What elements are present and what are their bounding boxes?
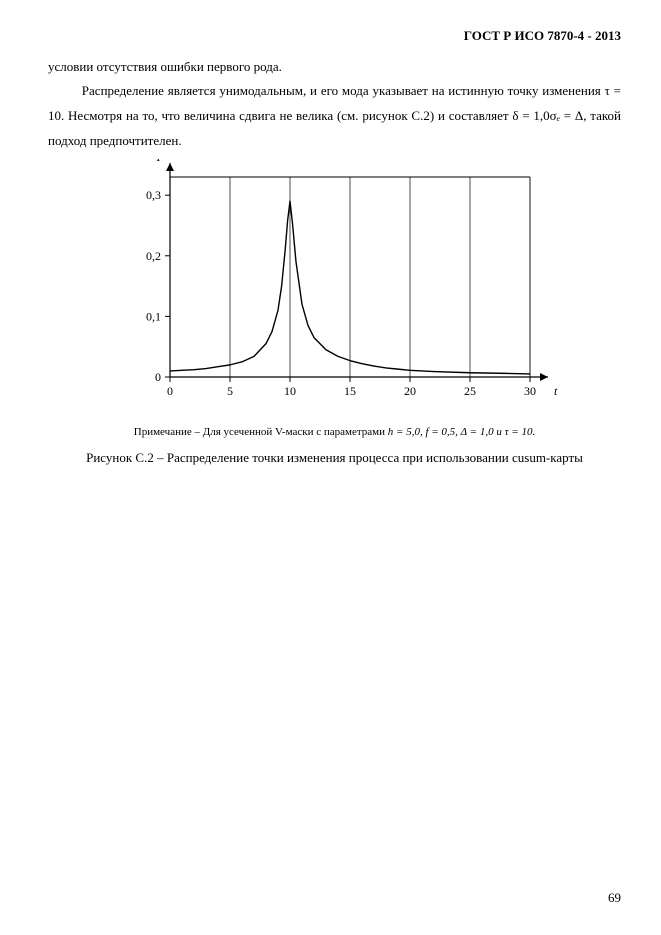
para-2: Распределение является унимодальным, и е… bbox=[48, 79, 621, 153]
svg-text:0: 0 bbox=[167, 384, 173, 398]
svg-text:15: 15 bbox=[344, 384, 356, 398]
svg-text:0,3: 0,3 bbox=[146, 189, 161, 203]
page-number: 69 bbox=[608, 886, 621, 911]
svg-text:t: t bbox=[554, 384, 558, 398]
figure-caption: Рисунок С.2 – Распределение точки измене… bbox=[48, 446, 621, 471]
svg-text:10: 10 bbox=[284, 384, 296, 398]
chart-svg: 0 5 10 15 20 25 30 0 0,1 0,2 0,3 Pt bbox=[105, 159, 565, 409]
doc-header: ГОСТ Р ИСО 7870-4 - 2013 bbox=[48, 24, 621, 49]
svg-text:0: 0 bbox=[155, 370, 161, 384]
figure-note: Примечание – Для усеченной V-маски с пар… bbox=[48, 422, 621, 443]
body-text: условии отсутствия ошибки первого рода. … bbox=[48, 55, 621, 154]
svg-text:P: P bbox=[155, 159, 164, 164]
note-params: h = 5,0, f = 0,5, Δ = 1,0 и τ = 10. bbox=[388, 426, 535, 438]
figure-c2: 0 5 10 15 20 25 30 0 0,1 0,2 0,3 Pt bbox=[48, 159, 621, 418]
svg-text:5: 5 bbox=[227, 384, 233, 398]
svg-text:0,1: 0,1 bbox=[146, 310, 161, 324]
svg-text:30: 30 bbox=[524, 384, 536, 398]
svg-text:25: 25 bbox=[464, 384, 476, 398]
svg-text:0,2: 0,2 bbox=[146, 249, 161, 263]
para-cont: условии отсутствия ошибки первого рода. bbox=[48, 55, 621, 80]
svg-text:20: 20 bbox=[404, 384, 416, 398]
note-prefix: Примечание – Для усеченной V-маски с пар… bbox=[134, 426, 388, 438]
